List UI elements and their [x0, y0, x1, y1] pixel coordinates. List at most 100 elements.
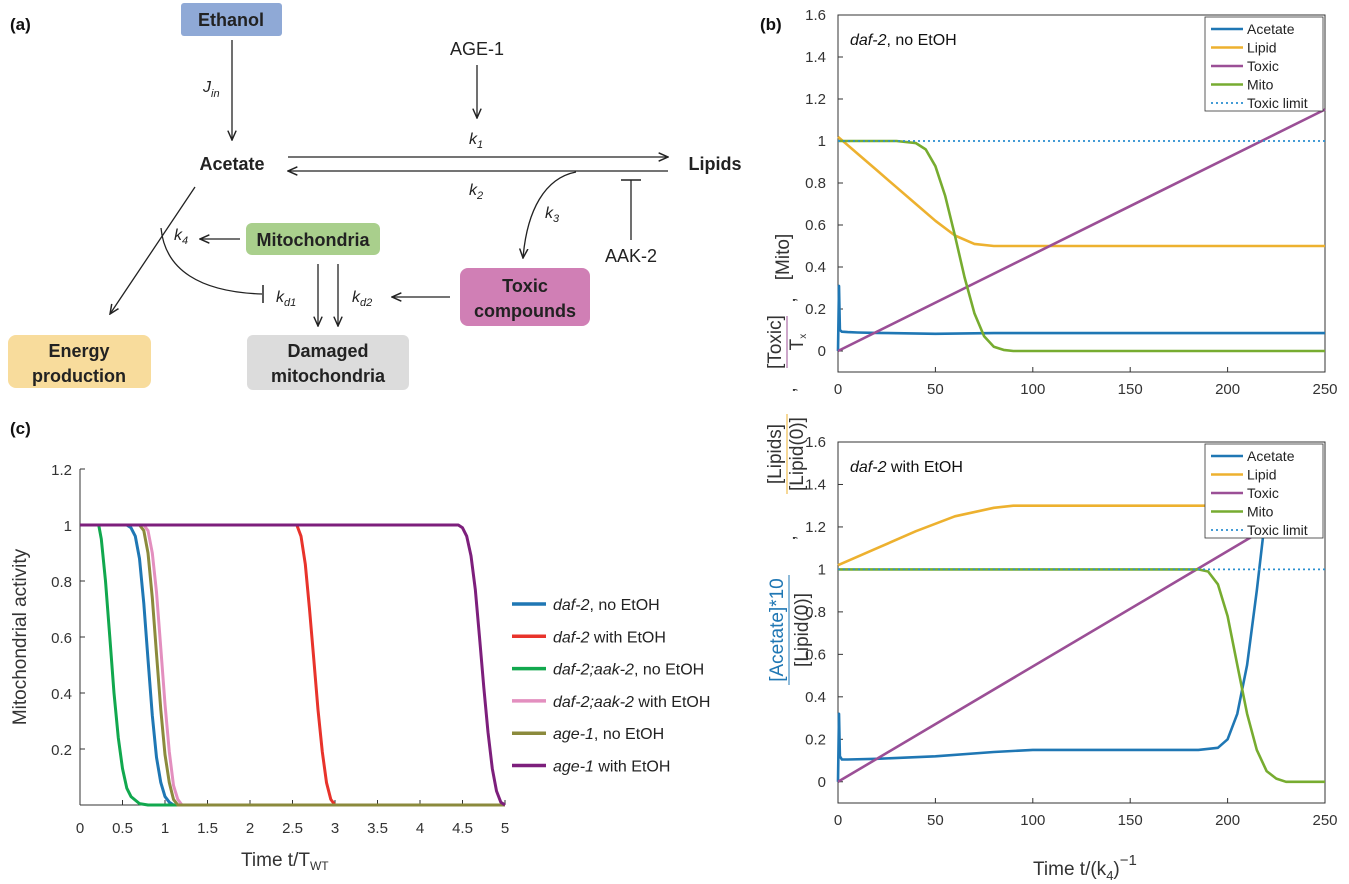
x-tick-label: 150: [1118, 381, 1143, 398]
legend-entry: Acetate: [1247, 21, 1295, 37]
ylabel-toxic-num: [Toxic]: [765, 315, 786, 369]
y-tick-label: 1: [818, 133, 826, 150]
ethanol-box: [181, 3, 282, 36]
acetate-label: Acetate: [199, 154, 264, 174]
k2-label: k2: [469, 182, 483, 202]
y-tick-label: 0.8: [805, 604, 826, 621]
y-tick-label: 1.2: [805, 519, 826, 536]
x-tick-label: 50: [927, 812, 944, 829]
x-tick-label: 150: [1118, 812, 1143, 829]
x-axis-title: Time t/(k4)−1: [1033, 852, 1137, 883]
series-line-lipid: [837, 504, 1267, 567]
x-tick-label: 0.5: [112, 820, 133, 837]
x-tick-label: 250: [1312, 812, 1337, 829]
x-tick-label: 200: [1215, 381, 1240, 398]
legend-entry: daf-2, no EtOH: [553, 597, 660, 614]
legend-box: [1204, 443, 1324, 539]
panel-b-bottom-chart: 0 50 100 150 200 250 0 0.2 0.4 0.6 0.8 1 1.2 1.4 1.6 da…: [805, 434, 1337, 883]
panel-label-c: (c): [10, 419, 31, 438]
panel-label-b: (b): [760, 15, 782, 34]
x-tick-label: 5: [501, 820, 509, 837]
y-tick-label: 0.6: [51, 630, 72, 647]
y-tick-label: 0.4: [805, 689, 826, 706]
aak2-label: AAK-2: [605, 246, 657, 266]
energy-line1: Energy: [48, 341, 109, 361]
legend-box: [1204, 16, 1324, 112]
panel-a-diagram: (a) Ethanol AGE-1 k1 Jin Acetate Lipids …: [8, 3, 742, 390]
y-tick-label: 0.6: [805, 646, 826, 663]
y-tick-label: 1: [818, 561, 826, 578]
series-line-age1_with: [80, 523, 506, 807]
ylabel-acetate: [Acetate]*10: [767, 578, 788, 682]
x-tick-label: 0: [76, 820, 84, 837]
series-line-aak2_no: [80, 523, 505, 807]
ylabel-mito: [Mito]: [773, 234, 794, 280]
legend-entry: daf-2;aak-2 with EtOH: [553, 694, 710, 711]
y-tick-label: 0.2: [805, 731, 826, 748]
mitochondria-box: [246, 223, 380, 255]
x-tick-label: 100: [1020, 381, 1045, 398]
panel-b-ylabel: [Acetate]*10 [Lipid(0)] , [Lipids] [Lipi…: [765, 234, 813, 685]
series-line-toxic: [837, 108, 1326, 353]
x-tick-label: 100: [1020, 812, 1045, 829]
k4-label: k4: [174, 227, 188, 247]
series-line-aak2_with: [80, 523, 505, 807]
y-tick-label: 1.6: [805, 7, 826, 24]
y-tick-label: 1.6: [805, 434, 826, 451]
legend-entry: Toxic: [1247, 485, 1279, 501]
x-tick-label: 50: [927, 381, 944, 398]
k1-label: k1: [469, 131, 483, 151]
x-tick-label: 4: [416, 820, 424, 837]
y-tick-label: 1: [64, 518, 72, 535]
mitochondria-label: Mitochondria: [257, 230, 371, 250]
age1-label: AGE-1: [450, 39, 504, 59]
series-line-daf2_no: [80, 523, 505, 807]
plot-title: daf-2 with EtOH: [850, 459, 963, 476]
y-axis-title: Mitochondrial activity: [10, 548, 31, 725]
legend-entry: daf-2 with EtOH: [553, 629, 666, 646]
series-line-lipid: [837, 135, 1325, 248]
x-tick-label: 2.5: [282, 820, 303, 837]
legend-entry: Toxic: [1247, 58, 1279, 74]
damaged-line1: Damaged: [287, 341, 368, 361]
k3-label: k3: [545, 205, 560, 225]
damaged-box: [247, 335, 409, 390]
plot-frame: [837, 14, 1326, 373]
legend-entry: Acetate: [1247, 448, 1295, 464]
energy-box: [8, 335, 151, 388]
panel-b-top-chart: 0 50 100 150 200 250 0 0.2 0.4 0.6 0.8 1 1.2 1.4 1.6 da…: [805, 7, 1337, 398]
y-tick-label: 0: [818, 774, 826, 791]
x-tick-label: 1.5: [197, 820, 218, 837]
legend-entry: age-1 with EtOH: [553, 759, 670, 776]
x-tick-label: 1: [161, 820, 169, 837]
x-tick-label: 0: [834, 381, 842, 398]
ylabel-acetate-den: [Lipid(0)]: [792, 593, 813, 667]
toxic-line2: compounds: [474, 301, 576, 321]
ylabel-lipid-den: [Lipid(0)]: [787, 417, 808, 491]
series-line-acetate: [836, 284, 1325, 352]
legend-entry: daf-2;aak-2, no EtOH: [553, 662, 704, 679]
x-tick-label: 2: [246, 820, 254, 837]
y-tick-label: 1.4: [805, 49, 826, 66]
x-axis-title: Time t/TWT: [241, 850, 329, 873]
y-tick-label: 0.2: [805, 301, 826, 318]
plot-frame: [837, 441, 1326, 804]
legend-entry: Mito: [1247, 77, 1274, 93]
x-tick-label: 3.5: [367, 820, 388, 837]
series-line-daf2_with: [80, 523, 505, 807]
x-tick-label: 250: [1312, 381, 1337, 398]
series-line-acetate: [836, 505, 1268, 782]
x-tick-label: 0: [834, 812, 842, 829]
damaged-line2: mitochondria: [271, 366, 386, 386]
plot-title: daf-2, no EtOH: [850, 32, 957, 49]
series-line-age1_no: [80, 523, 505, 807]
legend-entry: Lipid: [1247, 40, 1277, 56]
y-tick-label: 1.2: [805, 91, 826, 108]
ylabel-lipid-num: [Lipids]: [765, 424, 786, 484]
lipids-label: Lipids: [689, 154, 742, 174]
series-line-toxic: [837, 525, 1270, 783]
legend-entry: age-1, no EtOH: [553, 726, 664, 743]
kd1-label: kd1: [276, 289, 296, 309]
ylabel-comma-2: ,: [779, 387, 800, 392]
